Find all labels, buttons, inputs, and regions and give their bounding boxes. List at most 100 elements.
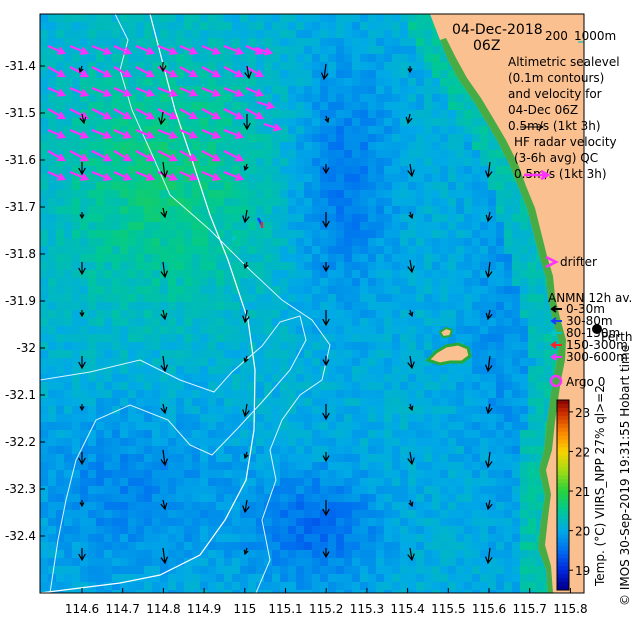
sst-cell xyxy=(40,230,49,239)
sst-cell xyxy=(56,94,65,103)
sst-cell xyxy=(56,22,65,31)
sst-cell xyxy=(312,502,321,511)
sst-cell xyxy=(328,342,337,351)
sst-cell xyxy=(40,118,49,127)
sst-cell xyxy=(408,486,417,495)
sst-cell xyxy=(360,126,369,135)
sst-cell xyxy=(160,126,169,135)
sst-cell xyxy=(416,86,425,95)
sst-cell xyxy=(368,254,377,263)
sst-cell xyxy=(56,334,65,343)
sst-cell xyxy=(200,470,209,479)
sst-cell xyxy=(192,102,201,111)
sst-cell xyxy=(64,358,73,367)
sst-cell xyxy=(328,230,337,239)
sst-cell xyxy=(184,494,193,503)
sst-cell xyxy=(456,134,465,143)
sst-cell xyxy=(440,318,449,327)
sst-cell xyxy=(536,574,545,583)
sst-cell xyxy=(376,454,385,463)
sst-cell xyxy=(152,318,161,327)
sst-cell xyxy=(400,86,409,95)
sst-cell xyxy=(160,94,169,103)
sst-cell xyxy=(184,342,193,351)
sst-cell xyxy=(536,510,545,519)
sst-cell xyxy=(312,318,321,327)
sst-cell xyxy=(280,478,289,487)
sst-cell xyxy=(136,30,145,39)
sst-cell xyxy=(336,302,345,311)
sst-cell xyxy=(232,294,241,303)
sst-cell xyxy=(408,238,417,247)
sst-cell xyxy=(352,558,361,567)
sst-cell xyxy=(176,478,185,487)
sst-cell xyxy=(200,38,209,47)
sst-cell xyxy=(216,454,225,463)
sst-cell xyxy=(48,478,57,487)
sst-cell xyxy=(128,446,137,455)
sst-cell xyxy=(464,126,473,135)
sst-cell xyxy=(352,150,361,159)
sst-cell xyxy=(192,182,201,191)
sst-cell xyxy=(96,518,105,527)
sst-cell xyxy=(536,558,545,567)
sst-cell xyxy=(480,470,489,479)
sst-cell xyxy=(504,454,513,463)
sst-cell xyxy=(344,558,353,567)
sst-cell xyxy=(376,174,385,183)
sst-cell xyxy=(304,350,313,359)
sst-cell xyxy=(264,142,273,151)
sst-cell xyxy=(280,534,289,543)
sst-cell xyxy=(48,46,57,55)
sst-cell xyxy=(304,342,313,351)
sst-cell xyxy=(48,198,57,207)
sst-cell xyxy=(136,142,145,151)
sst-cell xyxy=(432,238,441,247)
sst-cell xyxy=(56,430,65,439)
sst-cell xyxy=(80,262,89,271)
sst-cell xyxy=(208,230,217,239)
sst-cell xyxy=(352,166,361,175)
sst-cell xyxy=(216,462,225,471)
sst-cell xyxy=(104,374,113,383)
sst-cell xyxy=(400,366,409,375)
sst-cell xyxy=(128,430,137,439)
sst-cell xyxy=(416,102,425,111)
sst-cell xyxy=(248,110,257,119)
sst-cell xyxy=(80,406,89,415)
sst-cell xyxy=(464,422,473,431)
sst-cell xyxy=(176,438,185,447)
sst-cell xyxy=(112,550,121,559)
hf-radar-arrow xyxy=(69,86,90,97)
sst-cell xyxy=(96,134,105,143)
sst-cell xyxy=(80,318,89,327)
sst-cell xyxy=(96,382,105,391)
sst-cell xyxy=(200,182,209,191)
sst-cell xyxy=(272,118,281,127)
sst-cell xyxy=(176,390,185,399)
sst-cell xyxy=(432,78,441,87)
sst-cell xyxy=(344,134,353,143)
sst-cell xyxy=(480,182,489,191)
sst-cell xyxy=(488,390,497,399)
sst-cell xyxy=(96,358,105,367)
sst-cell xyxy=(168,502,177,511)
sst-cell xyxy=(432,462,441,471)
sst-cell xyxy=(240,310,249,319)
sst-cell xyxy=(376,406,385,415)
sst-cell xyxy=(464,262,473,271)
sst-cell xyxy=(56,462,65,471)
sst-cell xyxy=(400,462,409,471)
sst-cell xyxy=(336,526,345,535)
sst-cell xyxy=(360,438,369,447)
sst-cell xyxy=(440,62,449,71)
sst-cell xyxy=(496,182,505,191)
hf-radar-arrow xyxy=(179,108,198,120)
sst-cell xyxy=(536,454,545,463)
sst-cell xyxy=(224,142,233,151)
sst-cell xyxy=(264,582,273,591)
sst-cell xyxy=(376,134,385,143)
sst-cell xyxy=(256,486,265,495)
sst-cell xyxy=(528,270,537,279)
sst-cell xyxy=(408,174,417,183)
